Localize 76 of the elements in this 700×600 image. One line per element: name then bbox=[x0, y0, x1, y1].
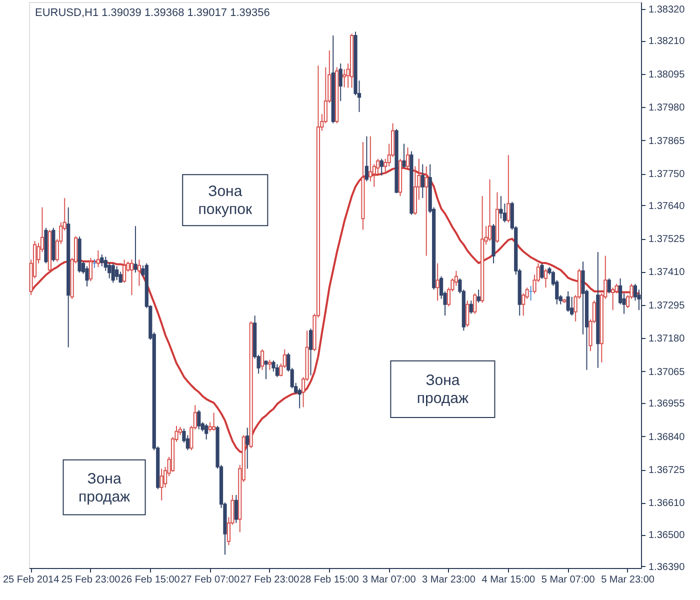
candlestick bbox=[544, 268, 548, 288]
candlestick bbox=[115, 266, 119, 281]
y-tick-label: 1.36955 bbox=[648, 398, 686, 410]
candlestick bbox=[364, 136, 369, 182]
candlestick bbox=[424, 166, 428, 256]
x-tick-label: 25 Feb 23:00 bbox=[61, 574, 121, 586]
x-tick-label: 25 Feb 2014 bbox=[2, 574, 60, 586]
candlestick bbox=[111, 262, 115, 284]
candlestick bbox=[130, 259, 134, 296]
candlestick bbox=[308, 328, 313, 376]
x-tick-label: 3 Mar 07:00 bbox=[362, 574, 416, 586]
chart-title: EURUSD,H1 1.39039 1.39368 1.39017 1.39356 bbox=[35, 7, 270, 19]
x-tick-label: 3 Mar 23:00 bbox=[422, 574, 476, 586]
x-tick-label: 4 Mar 15:00 bbox=[482, 574, 536, 586]
candlestick bbox=[264, 360, 268, 380]
candlestick bbox=[473, 292, 477, 314]
candlestick bbox=[85, 266, 89, 287]
candlestick bbox=[436, 262, 440, 302]
candlestick bbox=[246, 427, 250, 470]
candlestick bbox=[476, 289, 480, 304]
y-tick-label: 1.38320 bbox=[648, 4, 686, 16]
candlestick bbox=[100, 254, 104, 267]
candlestick bbox=[204, 423, 208, 440]
candlestick bbox=[402, 143, 406, 169]
y-tick-label: 1.37750 bbox=[648, 169, 686, 180]
candlestick bbox=[607, 278, 611, 294]
annotation: Зона продаж bbox=[416, 372, 469, 408]
candlestick bbox=[469, 300, 473, 314]
y-tick-label: 1.36390 bbox=[648, 562, 686, 573]
candlestick bbox=[540, 262, 544, 280]
annotation: Зона покупок bbox=[198, 183, 252, 218]
y-tick-label: 1.36500 bbox=[648, 530, 686, 541]
candlestick bbox=[160, 468, 164, 501]
x-tick-label: 5 Mar 23:00 bbox=[601, 574, 655, 586]
candlestick bbox=[488, 178, 492, 242]
y-tick-label: 1.37980 bbox=[648, 102, 686, 114]
x-tick-label: 27 Feb 23:00 bbox=[240, 574, 300, 586]
candlestick bbox=[137, 259, 142, 286]
y-tick-label: 1.37865 bbox=[648, 136, 686, 147]
x-tick-label: 26 Feb 15:00 bbox=[120, 574, 180, 586]
candlestick bbox=[380, 158, 384, 176]
candlestick bbox=[566, 290, 570, 312]
y-tick-label: 1.37640 bbox=[648, 200, 686, 212]
y-tick-label: 1.37295 bbox=[648, 300, 686, 312]
candlestick bbox=[88, 257, 93, 282]
candlestick bbox=[420, 164, 424, 199]
y-tick-label: 1.37525 bbox=[648, 234, 686, 246]
candlestick bbox=[499, 196, 503, 220]
candlestick bbox=[338, 63, 342, 102]
y-tick-label: 1.36610 bbox=[648, 498, 686, 510]
candlestick bbox=[260, 348, 264, 370]
y-tick-label: 1.38210 bbox=[648, 36, 686, 48]
candlestick bbox=[406, 147, 410, 169]
x-tick-label: 27 Feb 07:00 bbox=[180, 574, 240, 586]
candlestick bbox=[197, 410, 201, 430]
candlestick bbox=[611, 287, 615, 311]
candlestick bbox=[466, 300, 470, 328]
candlestick bbox=[234, 494, 238, 524]
x-tick-label: 5 Mar 07:00 bbox=[541, 574, 596, 586]
y-tick-label: 1.36725 bbox=[648, 465, 686, 476]
candlestick bbox=[208, 422, 212, 432]
candlestick bbox=[506, 154, 510, 223]
candlestick bbox=[275, 364, 279, 378]
x-tick-label: 28 Feb 15:00 bbox=[300, 574, 360, 586]
y-tick-label: 1.37065 bbox=[648, 366, 686, 378]
candlestick bbox=[134, 226, 138, 274]
candlestick bbox=[96, 250, 100, 268]
y-tick-label: 1.38095 bbox=[648, 69, 686, 80]
y-tick-label: 1.36840 bbox=[648, 432, 686, 443]
y-tick-label: 1.37180 bbox=[648, 334, 686, 345]
line-series bbox=[30, 167, 640, 454]
candlestick bbox=[212, 412, 216, 432]
candlestick bbox=[122, 259, 126, 284]
y-tick-label: 1.37410 bbox=[648, 267, 686, 278]
annotation: Зона продаж bbox=[78, 470, 130, 506]
candlestick bbox=[268, 359, 272, 370]
